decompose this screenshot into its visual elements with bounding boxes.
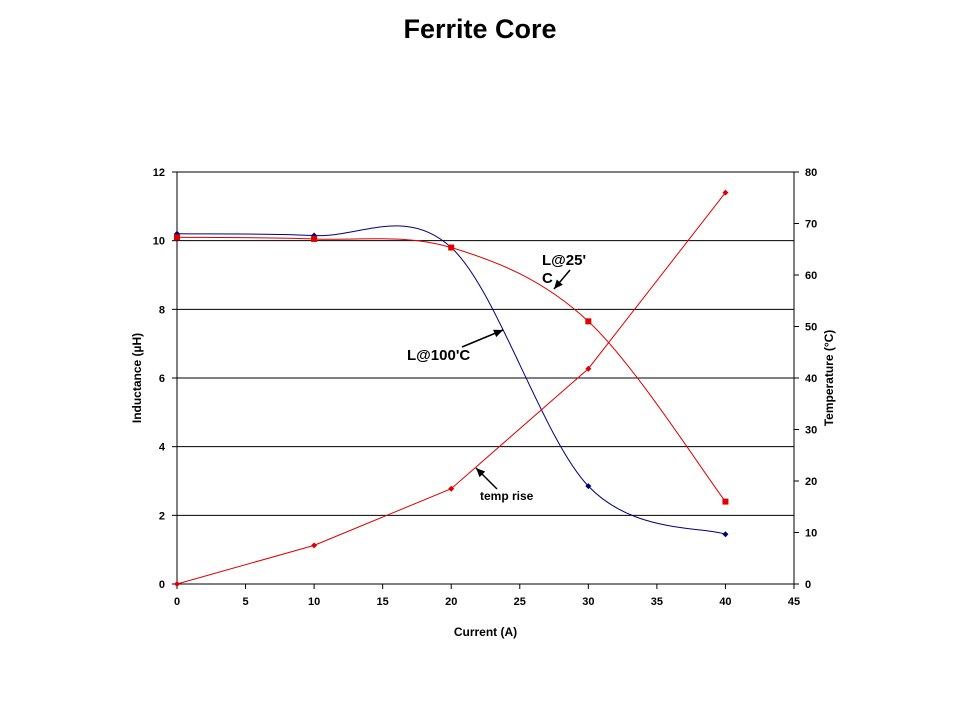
y2-tick-label: 60 (805, 270, 817, 282)
y2-tick-label: 0 (805, 579, 811, 591)
x-tick-label: 25 (514, 596, 526, 608)
y-tick-label: 10 (153, 236, 165, 248)
series-layer (174, 189, 729, 587)
x-tick-label: 0 (174, 596, 180, 608)
series-0-point (585, 483, 592, 490)
annotation-l100c: L@100'C (407, 347, 470, 364)
annotation-temp-rise-arrow-head (476, 468, 486, 478)
y2-tick-label: 40 (805, 373, 817, 385)
series-0-point (722, 531, 729, 538)
series-1-point (722, 498, 729, 505)
y-tick-label: 8 (159, 304, 165, 316)
series-2-point (174, 581, 180, 587)
y-tick-label: 4 (159, 442, 166, 454)
y2-tick-label: 20 (805, 476, 817, 488)
annotation-l25c-arrow-head (554, 279, 563, 289)
y2-tick-label: 50 (805, 322, 817, 334)
y2-tick-label: 10 (805, 528, 817, 540)
series-2-line (176, 192, 726, 585)
x-tick-label: 40 (719, 596, 731, 608)
series-0-line (176, 225, 726, 535)
x-tick-label: 5 (242, 596, 248, 608)
series-2-point (585, 365, 592, 372)
y-axis-title: Inductance (µH) (130, 333, 144, 423)
axis-labels: Current (A) Inductance (µH) Temperature … (130, 330, 836, 639)
series-1-point (448, 244, 455, 251)
series-1-line (176, 236, 726, 502)
x-tick-label: 10 (308, 596, 320, 608)
y2-tick-label: 70 (805, 219, 817, 231)
axes: 0 5 10 15 20 25 30 35 40 45 0 2 4 6 8 10 12 0 10 20 30 40 50 60… (153, 167, 818, 608)
series-1-point (585, 318, 592, 325)
y2-tick-label: 80 (805, 167, 817, 179)
series-2-point (311, 542, 318, 549)
series-2-point (448, 485, 455, 492)
y-tick-label: 2 (159, 510, 165, 522)
y2-tick-label: 30 (805, 425, 817, 437)
annotation-temp-rise: temp rise (480, 489, 534, 503)
x-axis-title: Current (A) (454, 625, 517, 639)
y-tick-label: 12 (153, 167, 165, 179)
annotations: L@25' C L@100'C temp rise (407, 252, 586, 503)
y-tick-label: 0 (159, 579, 165, 591)
annotation-l25c-line2: C (542, 270, 553, 287)
x-tick-label: 20 (445, 596, 457, 608)
x-tick-label: 15 (377, 596, 389, 608)
annotation-l100c-arrow-head (493, 329, 503, 338)
series-1-point (311, 235, 318, 242)
y2-axis-title: Temperature (°C) (822, 330, 836, 427)
series-1-point (174, 234, 180, 241)
annotation-l25c-line1: L@25' (542, 252, 586, 269)
x-tick-label: 30 (582, 596, 594, 608)
x-tick-label: 45 (788, 596, 800, 608)
x-tick-label: 35 (651, 596, 663, 608)
series-2-point (722, 189, 729, 196)
gridlines (177, 171, 794, 516)
chart-title: Ferrite Core (403, 14, 557, 44)
y-tick-label: 6 (159, 373, 165, 385)
